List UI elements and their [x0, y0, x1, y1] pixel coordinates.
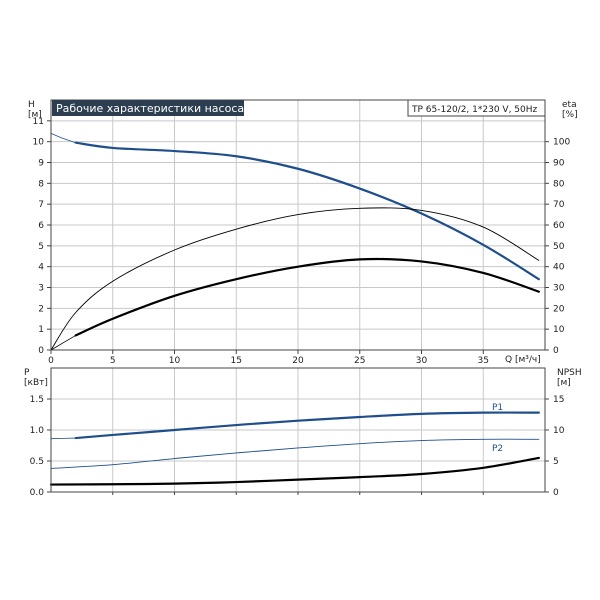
chart-subtitle: TP 65-120/2, 1*230 V, 50Hz — [411, 105, 538, 115]
x-tick-label: 30 — [416, 356, 428, 366]
axis-label-line: eta — [562, 100, 577, 110]
y-right-tick-label: 90 — [553, 159, 565, 169]
axis-label-line: [%] — [562, 110, 578, 120]
top-panel-frame — [50, 99, 546, 351]
y-right-tick-label: 100 — [553, 138, 570, 148]
axis-label-line: [м] — [557, 378, 571, 388]
x-tick-label: 5 — [110, 356, 116, 366]
bottom-left-axis-label: P [кВт] — [24, 368, 48, 388]
bottom-curve-0 — [74, 411, 540, 440]
y-left-tick-label: 1.5 — [30, 395, 44, 405]
y-left-tick-label: 10 — [33, 138, 45, 148]
bottom-panel-frame — [50, 367, 546, 493]
y-right-tick-label: 0 — [553, 488, 559, 498]
y-left-tick-label: 5 — [38, 242, 44, 252]
bottom-curve-1 — [50, 437, 77, 440]
axis-label-line: [м] — [28, 110, 42, 120]
top-panel-grid — [51, 100, 545, 350]
y-left-tick-label: 11 — [33, 117, 44, 127]
y-right-tick-label: 10 — [553, 426, 565, 436]
y-left-tick-label: 3 — [38, 284, 44, 294]
y-right-tick-label: 30 — [553, 284, 565, 294]
x-tick-label: 25 — [354, 356, 365, 366]
series-label-p1: P1 — [492, 403, 503, 413]
y-left-tick-label: 1 — [38, 325, 44, 335]
y-left-tick-label: 0.0 — [30, 488, 45, 498]
y-right-tick-label: 80 — [553, 179, 565, 189]
top-panel-curves — [50, 132, 540, 351]
bottom-right-axis-label: NPSH [м] — [557, 368, 582, 388]
subtitle-frame — [407, 99, 546, 117]
y-left-tick-label: 9 — [38, 159, 44, 169]
y-left-tick-label: 0 — [38, 346, 44, 356]
series-label-p2: P2 — [492, 444, 503, 454]
x-tick-label: 10 — [169, 356, 181, 366]
top-curve-4 — [50, 335, 77, 351]
x-tick-label: 0 — [48, 356, 54, 366]
y-left-tick-label: 0.5 — [30, 457, 44, 467]
y-left-tick-label: 7 — [38, 200, 44, 210]
y-left-tick-label: 1.0 — [30, 426, 45, 436]
y-left-tick-label: 2 — [38, 304, 44, 314]
y-right-tick-label: 50 — [553, 242, 565, 252]
top-curve-0 — [74, 141, 540, 281]
axis-label-line: H — [28, 100, 35, 110]
top-curve-2 — [50, 207, 540, 351]
y-right-tick-label: 5 — [553, 457, 559, 467]
axis-label-line: NPSH — [557, 368, 582, 378]
axis-label-line: P — [24, 368, 30, 378]
x-axis-label: Q [м³/ч] — [505, 355, 541, 365]
top-left-axis-label: H [м] — [28, 100, 42, 120]
bottom-curve-3 — [49, 456, 540, 486]
x-tick-label: 20 — [292, 356, 304, 366]
y-left-tick-label: 8 — [38, 179, 44, 189]
y-right-tick-label: 70 — [553, 200, 565, 210]
y-right-tick-label: 60 — [553, 221, 565, 231]
x-tick-label: 15 — [231, 356, 242, 366]
y-right-tick-label: 20 — [553, 304, 565, 314]
bottom-panel-grid — [51, 368, 545, 492]
top-right-axis-label: eta [%] — [562, 100, 578, 120]
title-background — [52, 100, 244, 116]
top-curve-1 — [50, 132, 77, 144]
y-right-tick-label: 15 — [553, 395, 564, 405]
y-right-tick-label: 0 — [553, 346, 559, 356]
top-curve-3 — [74, 257, 540, 337]
bottom-curve-2 — [50, 438, 540, 469]
y-left-tick-label: 6 — [38, 221, 44, 231]
bottom-panel-curves — [49, 411, 540, 486]
bottom-panel-ticks: 0.0 0.5 1.0 1.5 0 5 10 15 — [30, 395, 565, 498]
axis-label-line: [кВт] — [24, 378, 48, 388]
x-tick-label: 35 — [478, 356, 489, 366]
y-right-tick-label: 10 — [553, 325, 565, 335]
y-right-tick-label: 40 — [553, 263, 565, 273]
y-left-tick-label: 4 — [38, 263, 44, 273]
top-panel-ticks: 0 1 2 3 4 5 6 7 8 9 10 11 0 10 20 30 40 50 60 70 80 90 100 0 5 10… — [33, 117, 571, 366]
chart-title: Рабочие характеристики насоса — [56, 102, 244, 115]
